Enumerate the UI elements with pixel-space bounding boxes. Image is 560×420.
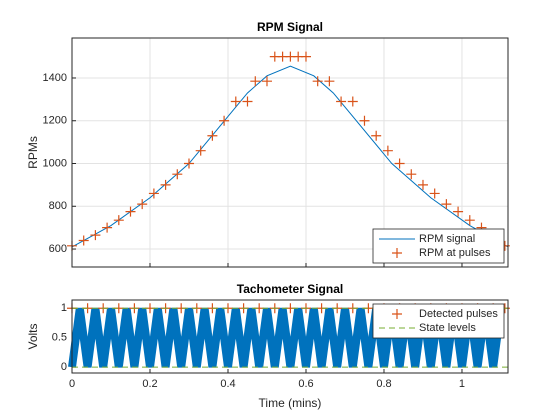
- marker: [207, 130, 218, 141]
- series-line: [68, 307, 505, 368]
- marker: [230, 96, 241, 107]
- y-axis-label: RPMs: [26, 136, 40, 169]
- axes: 0 0.2 0.4 0.6 0.8 1 0 0.5 1 Tachometer Signal Volt…: [26, 282, 510, 410]
- y-tick-label: 1000: [43, 157, 67, 169]
- marker: [242, 96, 253, 107]
- marker: [102, 222, 113, 233]
- marker: [429, 188, 440, 199]
- legend-label: RPM signal: [419, 233, 475, 245]
- marker: [336, 96, 347, 107]
- axes-box: [71, 37, 509, 268]
- marker: [359, 115, 370, 126]
- marker: [453, 206, 464, 217]
- legend-box: [372, 303, 505, 339]
- legend: RPM signal RPM at pulses: [372, 228, 505, 264]
- marker: [172, 169, 183, 180]
- marker: [371, 130, 382, 141]
- x-tick-label: 0: [69, 378, 75, 390]
- legend-symbol: [392, 248, 402, 258]
- x-tick-label: 0.6: [298, 378, 313, 390]
- x-tick-label: 1: [459, 378, 465, 390]
- marker: [113, 215, 124, 226]
- marker: [406, 169, 417, 180]
- y-tick-label: 0: [61, 361, 67, 373]
- y-tick-label: 1400: [43, 72, 67, 84]
- marker: [300, 51, 311, 62]
- y-tick-label: 800: [49, 200, 67, 212]
- y-tick-label: 1200: [43, 115, 67, 127]
- legend: Detected pulses State levels: [372, 303, 505, 339]
- marker: [261, 76, 272, 87]
- axes: 600 800 1000 1200 1400 RPM Signal RPMs RPM sign…: [26, 20, 510, 268]
- marker: [219, 115, 230, 126]
- legend-box: [372, 228, 505, 264]
- chart-title: RPM Signal: [257, 20, 323, 34]
- marker: [125, 206, 136, 217]
- x-tick-label: 0.2: [142, 378, 157, 390]
- legend-label: State levels: [419, 322, 476, 334]
- y-tick-label: 0.5: [52, 332, 67, 344]
- legend-symbol: [392, 309, 402, 319]
- legend-label: RPM at pulses: [419, 247, 491, 259]
- x-axis-label: Time (mins): [259, 396, 322, 410]
- marker: [347, 96, 358, 107]
- marker: [382, 145, 393, 156]
- marker: [183, 158, 194, 169]
- marker: [417, 179, 428, 190]
- series-line: [71, 65, 509, 248]
- marker: [464, 215, 475, 226]
- marker: [90, 230, 101, 241]
- y-axis-label: Volts: [26, 323, 40, 349]
- legend-label: Detected pulses: [419, 308, 498, 320]
- y-tick-label: 1: [61, 302, 67, 314]
- marker: [195, 145, 206, 156]
- marker: [394, 158, 405, 169]
- marker: [324, 76, 335, 87]
- x-tick-label: 0.4: [220, 378, 235, 390]
- axes-box: [71, 299, 509, 374]
- y-tick-label: 600: [49, 243, 67, 255]
- marker: [78, 235, 89, 246]
- chart-title: Tachometer Signal: [237, 282, 343, 296]
- marker: [250, 76, 261, 87]
- marker: [441, 199, 452, 210]
- marker: [312, 76, 323, 87]
- x-tick-label: 0.8: [376, 378, 391, 390]
- marker: [160, 179, 171, 190]
- marker: [148, 188, 159, 199]
- marker: [137, 199, 148, 210]
